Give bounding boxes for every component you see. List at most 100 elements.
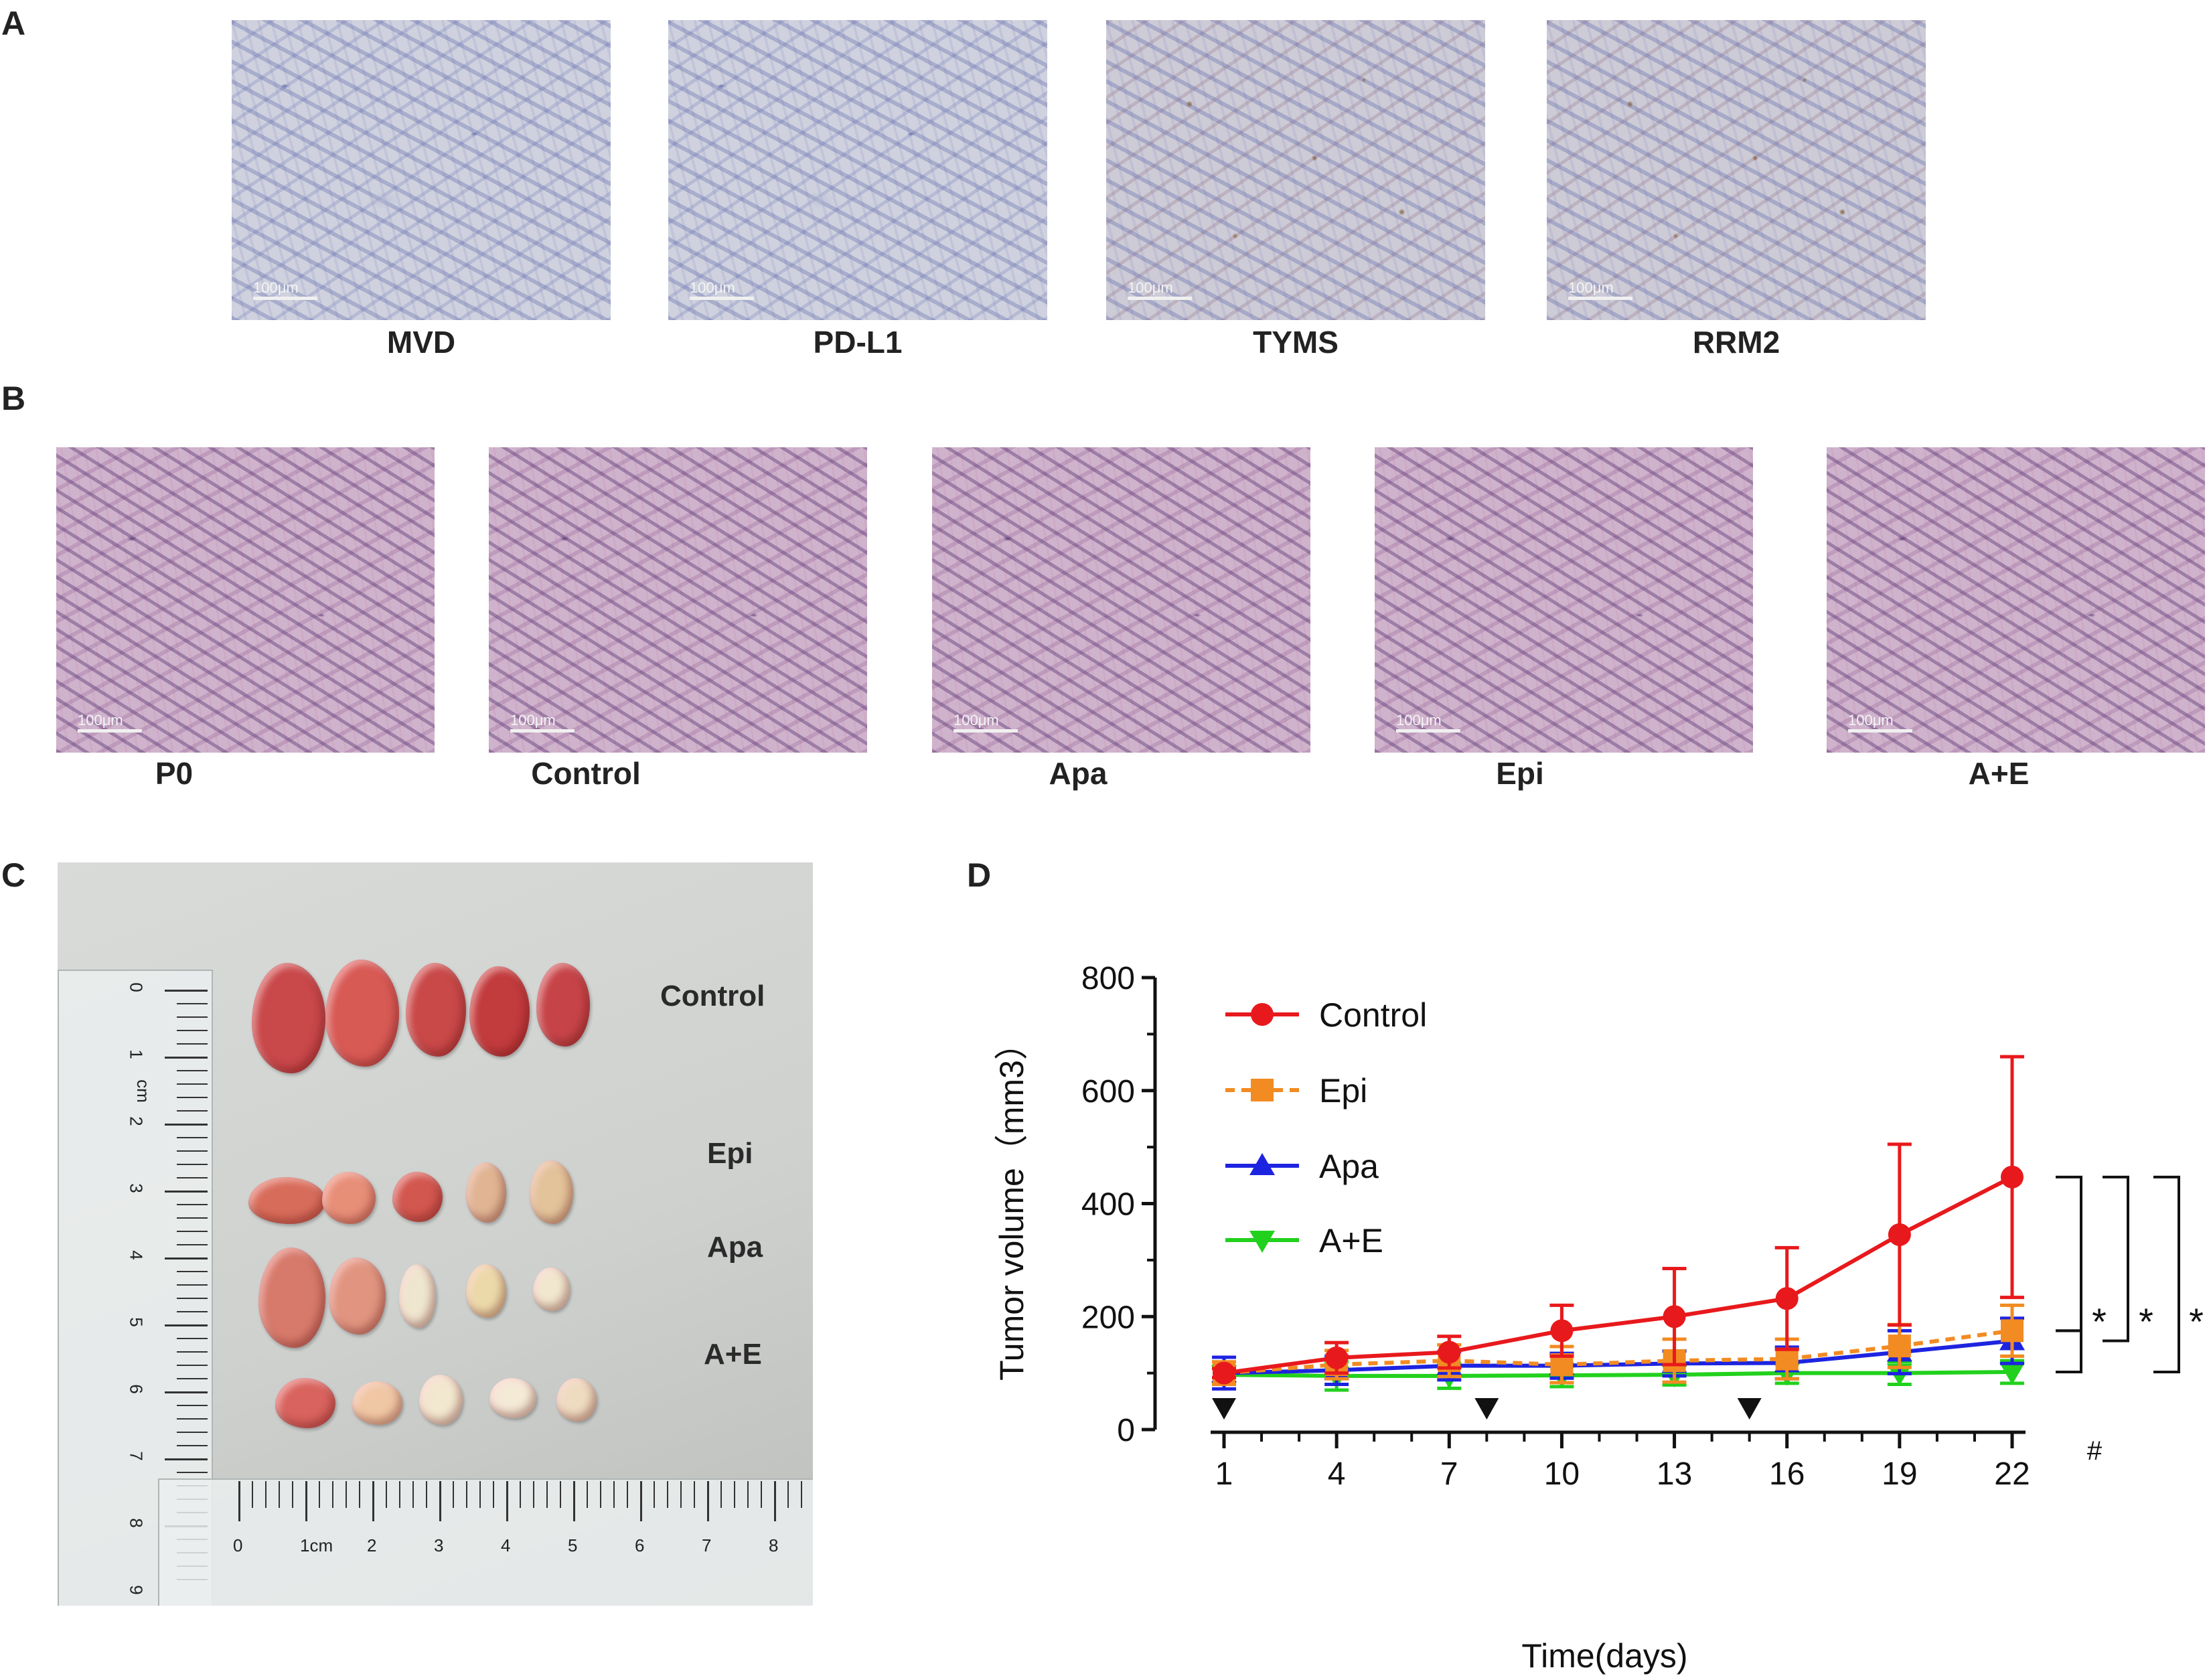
scale-bar-text: 100μm <box>1396 712 1442 729</box>
tumor <box>325 960 399 1067</box>
ruler-number: 0 <box>126 982 147 992</box>
tumor <box>406 963 466 1057</box>
tumor <box>466 1264 506 1318</box>
he-micrograph: 100μm <box>1375 447 1753 753</box>
dosing-arrow <box>1212 1398 1236 1420</box>
data-point <box>1661 1351 1687 1373</box>
tumor <box>275 1378 335 1428</box>
ihc-micrograph: 100μm <box>668 20 1047 320</box>
data-point <box>1436 1366 1462 1389</box>
scale-bar-text: 100μm <box>253 279 299 296</box>
ruler-number: 7 <box>126 1451 147 1461</box>
ruler-number: 8 <box>126 1518 147 1528</box>
data-point <box>1213 1361 1235 1385</box>
scale-bar-text: 100μm <box>954 712 999 729</box>
tumor <box>399 1264 436 1328</box>
scale-bar-text: 100μm <box>1848 712 1894 729</box>
ruler-number: 0 <box>233 1535 243 1555</box>
significance-mark: * <box>2189 1300 2204 1343</box>
panel-a-letter: A <box>1 5 26 42</box>
panel-d-letter: D <box>967 856 992 894</box>
he-micrograph: 100μm <box>1827 447 2205 753</box>
legend-label: Epi <box>1319 1072 1367 1110</box>
data-point <box>1549 1353 1575 1375</box>
data-point <box>1325 1346 1349 1369</box>
scale-bar-text: 100μm <box>1568 279 1614 296</box>
panel-c-letter: C <box>1 856 26 894</box>
scale-bar-text: 100μm <box>1128 279 1173 296</box>
tumor <box>252 963 325 1073</box>
ihc-micrograph: 100μm <box>1547 20 1926 320</box>
series-apa <box>1212 1316 2024 1391</box>
micrograph-label: Apa <box>1049 756 1108 791</box>
x-tick-label: 16 <box>1769 1456 1805 1492</box>
data-point <box>1886 1363 1912 1386</box>
significance-bracket <box>2056 1175 2082 1332</box>
tumor-photo: 0 1 cm 2 3 4 5 6 7 8 9 0 1cm 2 3 4 5 6 7 8 Control Epi Apa A+… <box>58 862 813 1606</box>
scale-bar: 100μm <box>1128 281 1192 300</box>
tumor-group-label: Epi <box>707 1137 753 1170</box>
data-point <box>1663 1349 1686 1373</box>
panel-b-letter: B <box>1 380 26 417</box>
y-tick-label: 600 <box>1081 1074 1135 1110</box>
data-point <box>1999 1362 2025 1385</box>
legend-label: A+E <box>1319 1222 1383 1259</box>
data-point <box>1775 1347 1799 1371</box>
data-point <box>1774 1350 1800 1373</box>
ruler-number: 2 <box>126 1116 147 1126</box>
dosing-arrow <box>1737 1398 1762 1420</box>
ruler-number: 8 <box>769 1535 779 1555</box>
tumor <box>392 1172 443 1222</box>
tumor <box>329 1257 386 1334</box>
horizontal-ruler-major-ticks <box>238 1481 813 1521</box>
tumor-group-label: Control <box>660 980 765 1012</box>
tumor-group-label: A+E <box>704 1338 762 1371</box>
scale-bar-line <box>1568 297 1632 300</box>
x-tick-label: 7 <box>1440 1456 1458 1492</box>
micrograph-label: Epi <box>1496 756 1544 791</box>
ruler-number: 1 <box>126 1049 147 1059</box>
legend-label: Control <box>1319 996 1427 1034</box>
series-line <box>1223 1369 2013 1378</box>
series-epi <box>1212 1303 2024 1386</box>
data-point <box>1661 1365 1687 1388</box>
x-tick-label: 10 <box>1544 1456 1580 1492</box>
data-point <box>1324 1357 1350 1380</box>
scale-bar: 100μm <box>1396 713 1460 733</box>
series-line <box>1223 1175 2013 1375</box>
data-point <box>1213 1361 1235 1385</box>
significance-bracket <box>2153 1175 2180 1373</box>
scale-bar-line <box>954 729 1018 733</box>
data-point <box>1438 1341 1461 1364</box>
data-point <box>1888 1334 1911 1358</box>
scale-bar-line <box>1128 297 1192 300</box>
y-tick-label: 0 <box>1117 1413 1135 1448</box>
scale-bar: 100μm <box>510 713 575 733</box>
scale-bar: 100μm <box>78 713 142 733</box>
tumor <box>466 1162 506 1223</box>
significance-bracket <box>2056 1329 2082 1373</box>
data-point <box>1999 1328 2025 1351</box>
micrograph-label: RRM2 <box>1692 325 1780 360</box>
he-micrograph: 100μm <box>932 447 1310 753</box>
data-point <box>1663 1305 1686 1328</box>
x-tick-label: 4 <box>1328 1456 1346 1492</box>
x-tick-label: 1 <box>1215 1456 1233 1492</box>
he-micrograph: 100μm <box>489 447 867 753</box>
data-point <box>1211 1365 1237 1388</box>
series-control <box>1212 1055 2024 1379</box>
ruler-number: 2 <box>367 1535 377 1555</box>
scale-bar-line <box>253 297 317 300</box>
significance-mark: * <box>2092 1300 2107 1343</box>
ihc-micrograph: 100μm <box>1106 20 1485 320</box>
ruler-number: cm <box>133 1079 153 1103</box>
data-point <box>1211 1360 1237 1383</box>
data-point <box>1324 1366 1350 1389</box>
micrograph-label: TYMS <box>1253 325 1339 360</box>
scale-bar: 100μm <box>690 281 754 300</box>
micrograph-label: P0 <box>155 756 194 791</box>
scale-bar-text: 100μm <box>690 279 735 296</box>
x-tick-label: 22 <box>1994 1456 2030 1492</box>
series-line <box>1223 1328 2013 1375</box>
he-micrograph: 100μm <box>56 447 435 753</box>
